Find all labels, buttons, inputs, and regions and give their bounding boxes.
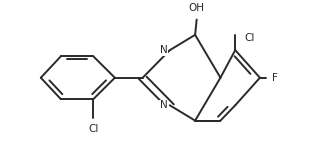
Text: F: F: [272, 73, 278, 83]
Text: OH: OH: [189, 3, 205, 13]
Text: Cl: Cl: [245, 33, 255, 43]
Text: N: N: [160, 100, 167, 110]
Text: Cl: Cl: [88, 124, 99, 134]
Text: N: N: [160, 45, 167, 55]
